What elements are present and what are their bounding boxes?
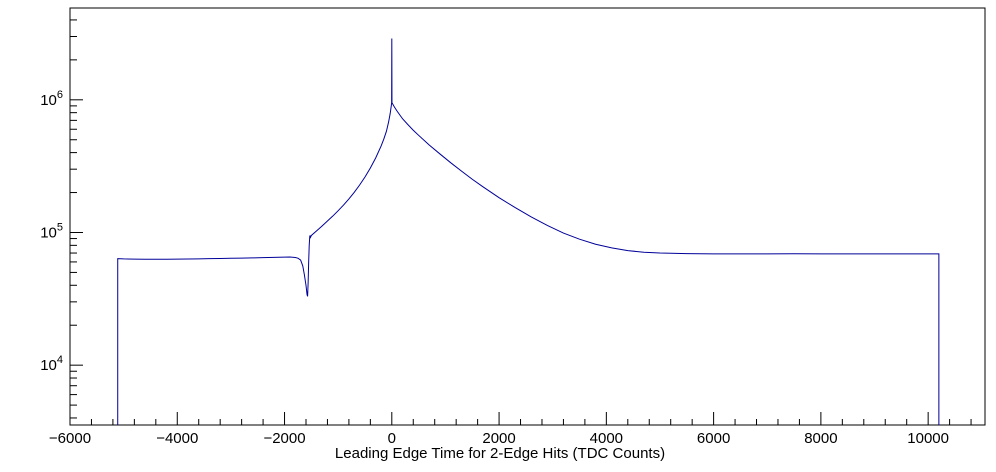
x-tick-label: −4000 [156, 430, 198, 447]
y-tick-label: 105 [40, 221, 63, 241]
y-tick-label: 104 [40, 354, 63, 374]
histogram-line [117, 38, 940, 425]
x-tick-label: −6000 [49, 430, 91, 447]
x-tick-label: 8000 [804, 430, 837, 447]
x-tick-label: 10000 [907, 430, 949, 447]
x-tick-label: 2000 [482, 430, 515, 447]
plot-frame [69, 7, 986, 426]
x-tick-label: −2000 [263, 430, 305, 447]
x-tick-label: 6000 [697, 430, 730, 447]
x-tick-label: 0 [388, 430, 396, 447]
y-tick-label: 106 [40, 89, 63, 109]
axes: −6000 −4000 −2000 0 2000 4000 6000 8000 10000 104… [40, 19, 972, 447]
x-tick-label: 4000 [590, 430, 623, 447]
x-axis-title: Leading Edge Time for 2-Edge Hits (TDC C… [335, 445, 665, 462]
